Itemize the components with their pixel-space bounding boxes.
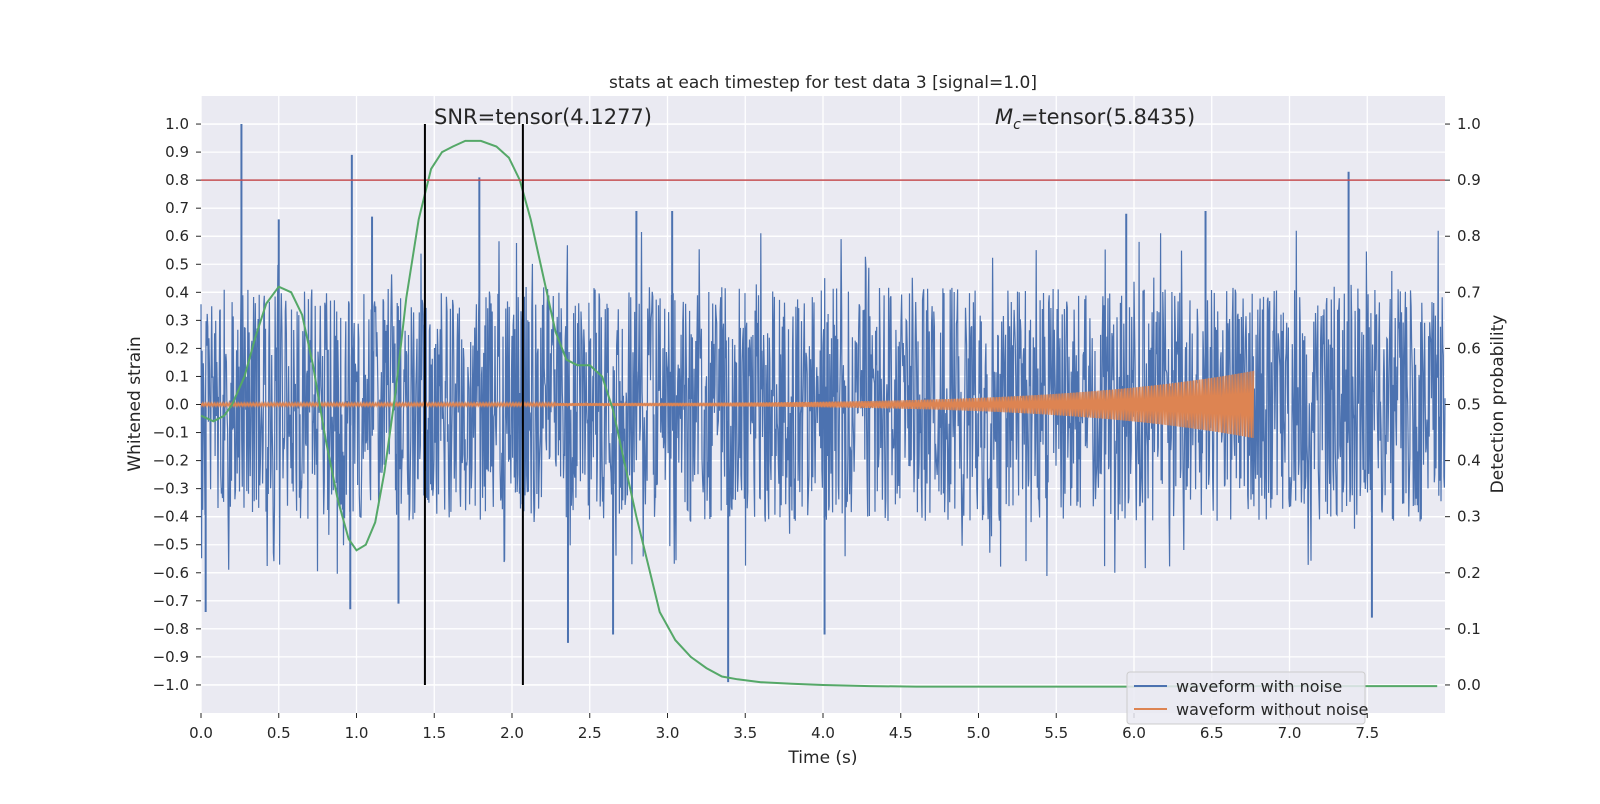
x-tick-label: 1.0 [345,724,369,742]
snr-annotation: SNR=tensor(4.1277) [434,105,652,129]
y-right-tick-label: 0.9 [1457,171,1481,189]
y-tick-label: 0.2 [165,339,189,357]
y-axis-right-label: Detection probability [1488,315,1508,494]
y-tick-label: 0.8 [165,171,189,189]
x-axis-label: Time (s) [787,748,857,768]
y-tick-label: 0.9 [165,143,189,161]
y-tick-label: 0.0 [165,396,189,414]
series-layer [200,124,1446,683]
x-tick-label: 2.0 [500,724,524,742]
y-right-tick-label: 0.4 [1457,452,1481,470]
y-right-tick-label: 0.0 [1457,676,1481,694]
overlay-layer [200,124,1445,688]
legend-label-clean: waveform without noise [1176,700,1368,719]
y-right-tick-label: 0.8 [1457,227,1481,245]
series-waveform-with-noise [200,230,1446,577]
y-tick-label: 1.0 [165,115,189,133]
y-tick-label: 0.4 [165,283,189,301]
y-right-tick-label: 0.1 [1457,620,1481,638]
x-tick-label: 0.5 [267,724,291,742]
axes-layer: 0.0 0.5 1.0 1.5 2.0 2.5 3.0 3.5 4.0 4.5 5.0 5.5 6.0 6… [153,115,1481,742]
x-tick-label: 5.0 [967,724,991,742]
chart-title: stats at each timestep for test data 3 [… [609,73,1037,93]
y-tick-label: −0.4 [153,508,189,526]
x-tick-label: 3.5 [733,724,757,742]
y-tick-label: −0.2 [153,452,189,470]
series-waveform-without-noise [200,370,1255,439]
y-axis-label: Whitened strain [125,336,145,471]
y-tick-label: 0.1 [165,367,189,385]
y-tick-label: −0.6 [153,564,189,582]
mc-symbol: M [995,105,1013,129]
y-tick-label: 0.7 [165,199,189,217]
y-right-tick-label: 0.7 [1457,283,1481,301]
x-tick-label: 3.0 [656,724,680,742]
x-tick-label: 5.5 [1044,724,1068,742]
x-tick-label: 4.0 [811,724,835,742]
y-tick-label: −0.5 [153,536,189,554]
y-right-tick-label: 0.2 [1457,564,1481,582]
x-tick-label: 6.0 [1122,724,1146,742]
legend: waveform with noise waveform without noi… [1126,671,1368,725]
mc-value: =tensor(5.8435) [1021,105,1195,129]
y-right-tick-label: 1.0 [1457,115,1481,133]
y-tick-label: −0.7 [153,592,189,610]
y-tick-label: 0.6 [165,227,189,245]
mc-annotation: Mc=tensor(5.8435) [995,105,1195,133]
x-tick-label: 4.5 [889,724,913,742]
mc-subscript: c [1013,117,1021,133]
y-tick-label: −1.0 [153,676,189,694]
x-tick-label: 7.0 [1278,724,1302,742]
series-detection-probability [200,139,1438,688]
y-right-tick-label: 0.3 [1457,508,1481,526]
x-tick-label: 2.5 [578,724,602,742]
y-tick-label: 0.5 [165,255,189,273]
x-tick-label: 7.5 [1355,724,1379,742]
x-tick-label: 0.0 [189,724,213,742]
y-tick-label: −0.9 [153,648,189,666]
x-tick-label: 6.5 [1200,724,1224,742]
y-tick-label: −0.1 [153,424,189,442]
legend-box [1126,671,1366,725]
legend-label-noise: waveform with noise [1176,677,1342,696]
x-tick-label: 1.5 [422,724,446,742]
y-right-tick-label: 0.5 [1457,396,1481,414]
y-tick-label: 0.3 [165,311,189,329]
y-tick-label: −0.3 [153,480,189,498]
y-right-tick-label: 0.6 [1457,339,1481,357]
y-tick-label: −0.8 [153,620,189,638]
